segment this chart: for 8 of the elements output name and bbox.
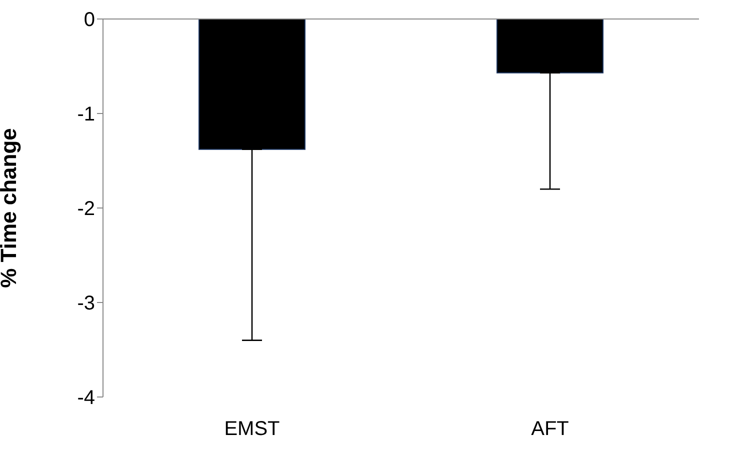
y-tick-label: -4 bbox=[77, 387, 95, 410]
x-tick-label: EMST bbox=[224, 418, 280, 440]
y-tick-label: 0 bbox=[84, 9, 95, 32]
y-tick-label: -2 bbox=[77, 198, 95, 220]
y-axis-title: % Time change bbox=[0, 128, 21, 288]
x-tick-label: AFT bbox=[531, 418, 569, 440]
y-tick-label: -3 bbox=[77, 292, 95, 315]
y-tick-label: -1 bbox=[77, 104, 95, 126]
